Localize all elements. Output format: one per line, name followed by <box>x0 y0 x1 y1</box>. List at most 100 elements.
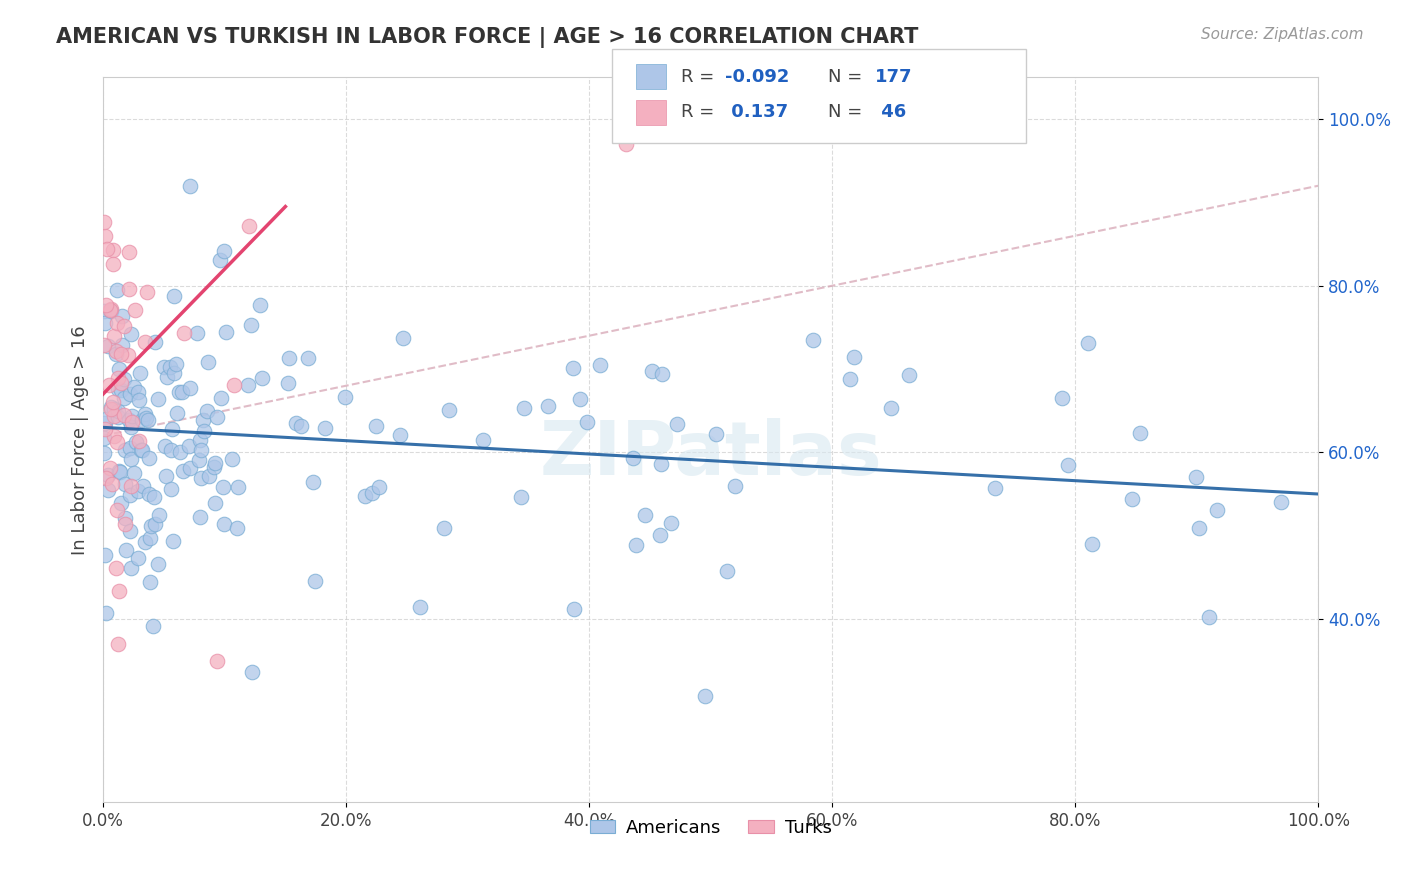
Point <box>103 402 125 417</box>
Point <box>100 461 122 475</box>
Point <box>129 366 152 380</box>
Point <box>188 510 211 524</box>
Point <box>333 390 356 404</box>
Point <box>249 297 271 311</box>
Point <box>173 326 195 340</box>
Point <box>277 376 299 391</box>
Point <box>162 422 184 436</box>
Point <box>250 371 273 385</box>
Point <box>97 483 120 497</box>
Point <box>198 469 221 483</box>
Point <box>170 385 193 400</box>
Point <box>128 393 150 408</box>
Legend: Americans, Turks: Americans, Turks <box>582 812 839 844</box>
Point <box>110 496 132 510</box>
Point <box>205 654 228 668</box>
Point <box>177 440 200 454</box>
Point <box>107 316 129 330</box>
Point <box>105 560 128 574</box>
Point <box>648 528 671 542</box>
Point <box>97 339 120 353</box>
Point <box>115 542 138 557</box>
Point <box>98 302 121 317</box>
Point <box>439 403 461 417</box>
Point <box>197 354 219 368</box>
Point <box>278 351 301 365</box>
Point <box>141 519 163 533</box>
Point <box>97 467 120 482</box>
Point <box>367 480 389 494</box>
Point <box>160 483 183 497</box>
Point <box>134 407 156 421</box>
Point <box>304 574 326 588</box>
Point <box>209 391 232 405</box>
Point <box>297 351 319 365</box>
Point <box>204 495 226 509</box>
Point <box>114 477 136 491</box>
Point <box>118 441 141 455</box>
Point <box>624 538 647 552</box>
Point <box>100 304 122 318</box>
Point <box>111 337 134 351</box>
Point <box>107 637 129 651</box>
Point <box>122 380 145 394</box>
Point <box>1128 425 1150 440</box>
Point <box>1056 458 1078 472</box>
Point <box>110 383 132 397</box>
Point <box>117 348 139 362</box>
Point <box>1121 492 1143 507</box>
Point <box>240 318 263 332</box>
Point <box>240 665 263 679</box>
Point <box>844 351 866 365</box>
Point <box>153 439 176 453</box>
Point <box>238 378 260 392</box>
Point <box>93 229 115 244</box>
Point <box>1052 391 1074 405</box>
Point <box>650 457 672 471</box>
Point <box>212 516 235 531</box>
Point <box>190 471 212 485</box>
Point <box>118 488 141 502</box>
Point <box>101 394 124 409</box>
Point <box>100 301 122 316</box>
Point <box>716 564 738 578</box>
Point <box>215 325 238 339</box>
Point <box>651 367 673 381</box>
Point <box>179 178 201 193</box>
Point <box>100 400 122 414</box>
Point <box>118 245 141 260</box>
Point <box>537 400 560 414</box>
Point <box>114 511 136 525</box>
Text: R =: R = <box>681 68 720 86</box>
Point <box>238 219 260 233</box>
Point <box>114 517 136 532</box>
Point <box>159 360 181 375</box>
Point <box>614 137 637 152</box>
Point <box>124 467 146 481</box>
Point <box>162 533 184 548</box>
Point <box>193 424 215 438</box>
Point <box>93 338 115 352</box>
Point <box>118 387 141 401</box>
Point <box>695 690 717 704</box>
Point <box>290 419 312 434</box>
Point <box>665 417 688 431</box>
Point <box>120 452 142 467</box>
Point <box>103 409 125 424</box>
Point <box>153 359 176 374</box>
Text: 46: 46 <box>875 103 905 121</box>
Point <box>225 521 247 535</box>
Text: N =: N = <box>828 103 868 121</box>
Point <box>112 408 135 422</box>
Point <box>366 419 388 434</box>
Point <box>179 381 201 395</box>
Point <box>724 479 747 493</box>
Point <box>173 464 195 478</box>
Point <box>212 244 235 259</box>
Point <box>169 445 191 459</box>
Point <box>471 434 494 448</box>
Point <box>388 428 411 442</box>
Point <box>204 456 226 470</box>
Point <box>179 460 201 475</box>
Point <box>112 391 135 405</box>
